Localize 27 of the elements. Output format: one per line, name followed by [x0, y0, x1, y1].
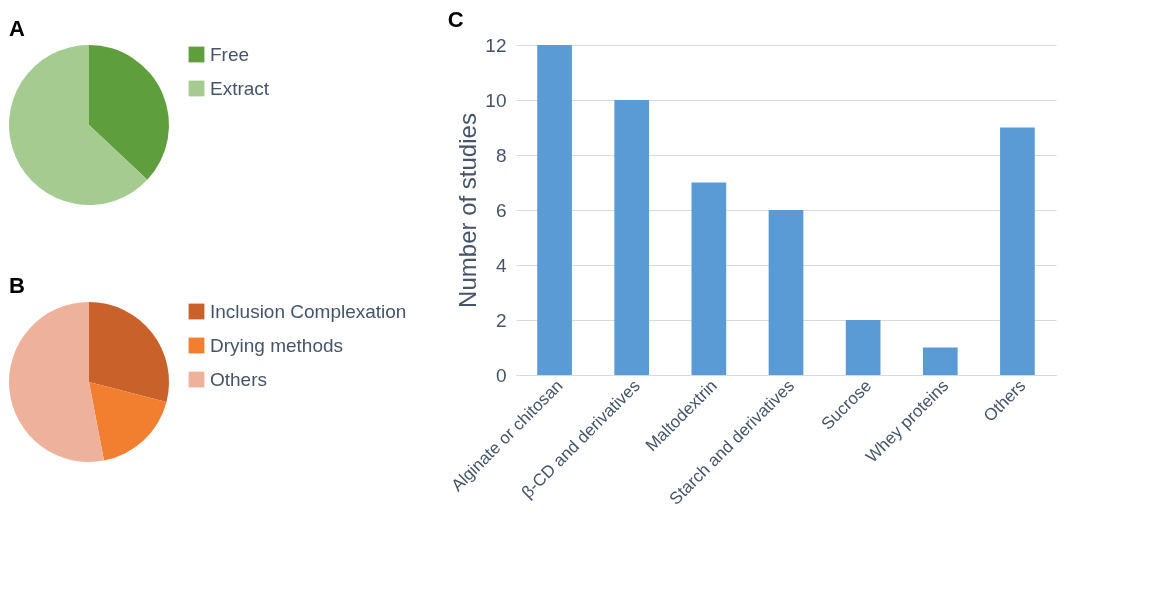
- pie-slice: [9, 302, 104, 462]
- bar: [537, 45, 572, 375]
- bar: [691, 182, 727, 375]
- bar: [922, 347, 958, 375]
- y-tick-label: 6: [495, 199, 507, 221]
- y-axis-title: Number of studies: [454, 113, 482, 308]
- y-tick-label: 0: [495, 364, 507, 386]
- y-tick-label: 10: [485, 89, 507, 111]
- pie-slice: [89, 382, 167, 461]
- y-tick-label: 12: [485, 34, 507, 56]
- y-tick-label: 8: [495, 144, 507, 166]
- chart-title: C: [447, 7, 464, 32]
- chart-title: B: [9, 273, 25, 298]
- legend-label: Free: [210, 43, 250, 65]
- legend-label: Drying methods: [210, 334, 344, 356]
- chart-title: A: [9, 16, 25, 41]
- bar: [768, 210, 804, 375]
- y-tick-label: 2: [495, 309, 507, 331]
- bar: [1000, 127, 1035, 375]
- bar: [614, 100, 650, 375]
- legend-label: Inclusion Complexation: [210, 300, 407, 322]
- pie-slice: [9, 45, 148, 205]
- pie-slice: [89, 45, 169, 180]
- y-tick-label: 4: [495, 254, 507, 276]
- legend-label: Extract: [210, 77, 270, 99]
- bar: [845, 320, 881, 375]
- pie-slice: [89, 302, 169, 402]
